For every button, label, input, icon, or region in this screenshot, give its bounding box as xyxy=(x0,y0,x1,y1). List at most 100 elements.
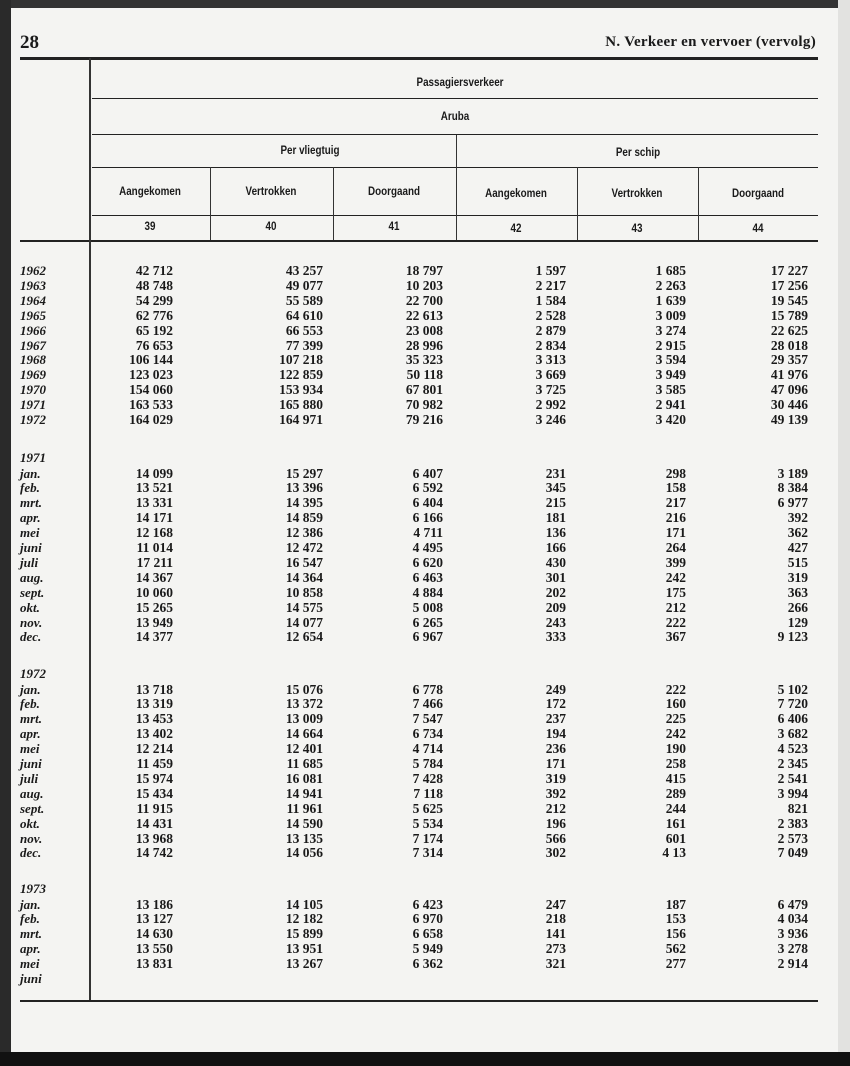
table-cell: 14 099 xyxy=(135,465,173,481)
table-cell: 107 218 xyxy=(279,352,323,368)
table-cell: 106 144 xyxy=(129,352,173,368)
scan-edge-top xyxy=(0,0,850,8)
table-cell: 12 401 xyxy=(285,741,323,757)
table-cell: 202 xyxy=(545,584,566,600)
top-rule xyxy=(20,57,818,60)
table-cell: 12 182 xyxy=(285,911,323,927)
table-cell: 258 xyxy=(665,756,686,771)
table-cell: 164 971 xyxy=(279,412,323,427)
table-cell: 217 xyxy=(665,495,686,511)
table-cell: 10 060 xyxy=(135,584,173,600)
table-cell: 264 xyxy=(665,540,686,555)
column-header: Doorgaand xyxy=(368,184,420,198)
row-label: 1969 xyxy=(20,367,46,383)
table-cell: 13 009 xyxy=(285,711,323,727)
table-cell: 7 428 xyxy=(412,770,443,786)
table-cell: 6 734 xyxy=(412,726,443,742)
table-cell: 29 357 xyxy=(770,352,808,368)
column-divider xyxy=(577,167,578,240)
table-cell: 13 951 xyxy=(285,941,323,957)
table-cell: 7 118 xyxy=(413,785,443,801)
table-cell: 2 834 xyxy=(535,337,566,353)
table-cell: 76 653 xyxy=(135,337,173,353)
table-cell: 166 xyxy=(545,540,566,555)
row-label: jan. xyxy=(20,896,41,912)
table-cell: 266 xyxy=(787,599,808,615)
table-cell: 196 xyxy=(545,815,566,831)
table-cell: 14 395 xyxy=(285,495,323,511)
row-label: 1964 xyxy=(20,292,46,308)
table-cell: 222 xyxy=(665,681,686,697)
table-cell: 17 227 xyxy=(770,263,808,278)
table-cell: 28 996 xyxy=(405,337,443,353)
table-cell: 65 192 xyxy=(135,322,173,338)
table-cell: 333 xyxy=(545,629,566,645)
row-label: apr. xyxy=(20,726,41,742)
table-cell: 6 362 xyxy=(412,956,443,972)
table-cell: 13 402 xyxy=(135,726,173,742)
row-label: 1971 xyxy=(20,397,46,413)
table-cell: 3 949 xyxy=(655,367,686,383)
table-cell: 392 xyxy=(545,785,566,801)
table-cell: 15 434 xyxy=(135,785,173,801)
column-header: Aangekomen xyxy=(485,186,547,200)
table-cell: 242 xyxy=(665,726,686,742)
table-cell: 3 725 xyxy=(535,382,566,398)
table-cell: 13 453 xyxy=(135,711,173,727)
table-cell: 66 553 xyxy=(285,322,323,338)
table-cell: 5 102 xyxy=(777,681,808,697)
table-cell: 6 620 xyxy=(412,554,443,570)
row-label: juni xyxy=(20,540,42,555)
header-bottom-rule xyxy=(20,240,818,242)
table-cell: 3 278 xyxy=(777,941,808,957)
table-cell: 14 742 xyxy=(135,845,173,861)
stub-divider xyxy=(89,58,91,1000)
table-cell: 14 859 xyxy=(285,510,323,526)
table-cell: 821 xyxy=(787,800,808,816)
table-cell: 6 265 xyxy=(412,614,443,630)
table-cell: 3 009 xyxy=(655,307,686,323)
table-cell: 15 265 xyxy=(135,599,173,615)
table-cell: 2 941 xyxy=(655,397,686,413)
table-cell: 415 xyxy=(665,770,686,786)
table-cell: 215 xyxy=(545,495,566,511)
table-cell: 2 383 xyxy=(777,815,808,831)
section-label: 1973 xyxy=(20,881,46,896)
column-number: 42 xyxy=(510,221,522,235)
table-cell: 22 625 xyxy=(770,322,808,338)
table-cell: 237 xyxy=(545,711,566,727)
table-cell: 55 589 xyxy=(285,292,323,308)
table-cell: 35 323 xyxy=(405,352,443,368)
table-cell: 12 168 xyxy=(135,525,173,541)
column-divider xyxy=(698,167,699,240)
table-cell: 122 859 xyxy=(279,367,323,383)
table-cell: 13 968 xyxy=(135,830,173,846)
table-cell: 222 xyxy=(665,614,686,630)
table-cell: 154 060 xyxy=(129,382,173,398)
group-label-air: Per vliegtuig xyxy=(280,143,340,157)
table-cell: 1 685 xyxy=(655,263,686,278)
row-label: mei xyxy=(20,741,40,757)
table-cell: 14 171 xyxy=(135,510,173,526)
table-cell: 216 xyxy=(665,510,686,526)
table-cell: 172 xyxy=(545,696,566,712)
table-cell: 153 xyxy=(665,911,686,927)
table-cell: 158 xyxy=(665,480,686,496)
table-cell: 14 364 xyxy=(285,569,323,585)
table-cell: 212 xyxy=(665,599,686,615)
table-cell: 14 575 xyxy=(285,599,323,615)
table-cell: 43 257 xyxy=(285,263,323,278)
table-cell: 2 879 xyxy=(535,322,566,338)
table-cell: 15 899 xyxy=(285,926,323,942)
row-label: 1972 xyxy=(20,412,46,427)
table-cell: 62 776 xyxy=(135,307,173,323)
table-cell: 321 xyxy=(545,956,566,972)
table-title: Passagiersverkeer xyxy=(416,75,504,89)
table-cell: 153 934 xyxy=(279,382,323,398)
table-cell: 171 xyxy=(665,525,686,541)
running-head: N. Verkeer en vervoer (vervolg) xyxy=(605,34,816,50)
table-cell: 13 550 xyxy=(135,941,173,957)
table-cell: 515 xyxy=(787,554,808,570)
table-cell: 19 545 xyxy=(770,292,808,308)
row-label: dec. xyxy=(20,845,42,861)
